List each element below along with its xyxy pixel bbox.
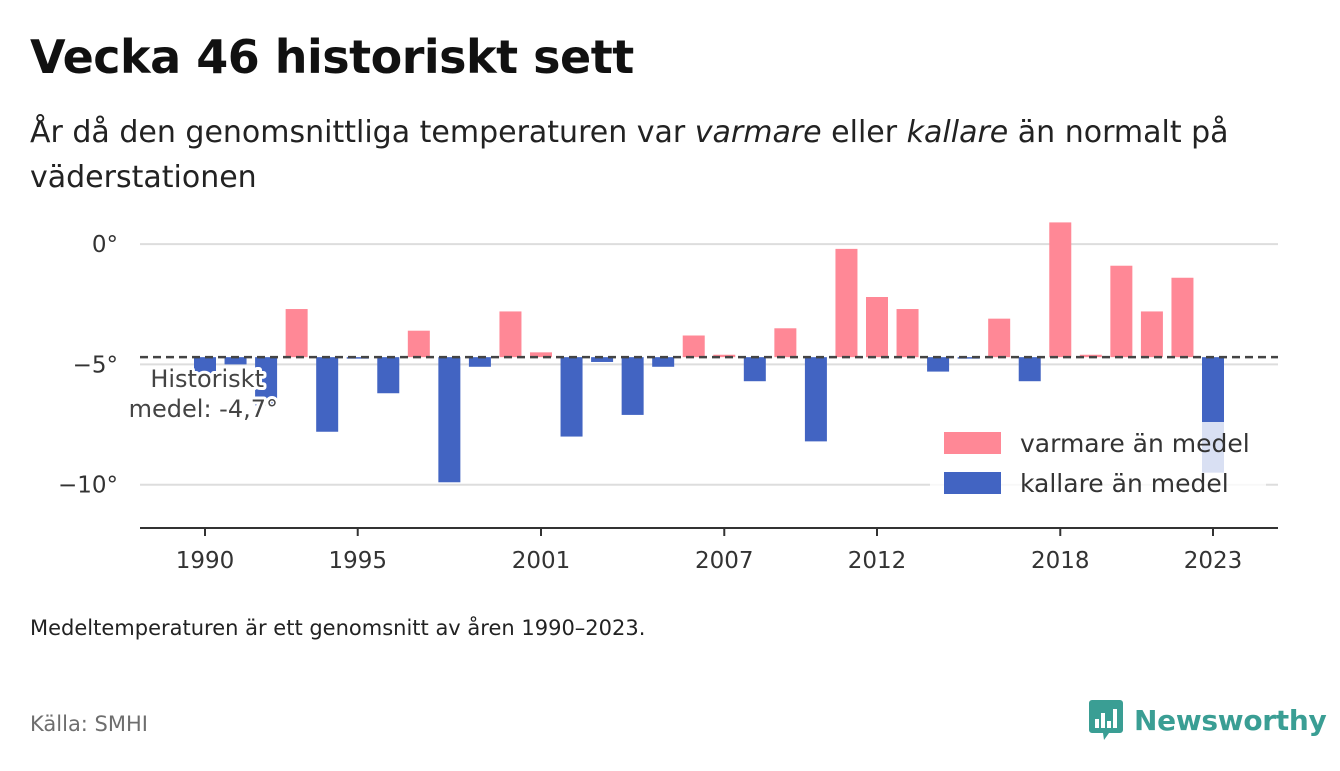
legend-label-warm: varmare än medel (1020, 429, 1250, 458)
bar-2008 (743, 357, 766, 382)
bar-2020 (1110, 265, 1133, 358)
bar-2018 (1049, 222, 1072, 358)
bar-2015 (957, 357, 980, 359)
bar-2004 (621, 357, 644, 415)
subtitle-part1: År då den genomsnittliga temperaturen va… (30, 115, 695, 150)
x-tick-label: 2007 (695, 548, 754, 574)
bar-1997 (407, 330, 430, 358)
bar-2022 (1171, 277, 1194, 358)
bar-2001 (530, 352, 552, 358)
y-tick-label: −10° (58, 473, 118, 499)
bar-2010 (804, 357, 827, 442)
bar-2003 (591, 357, 614, 362)
x-tick-label: 1990 (176, 548, 235, 574)
source-credit: Källa: SMHI (30, 712, 148, 736)
x-tick-label: 2023 (1184, 548, 1243, 574)
legend-swatch-warm (944, 432, 1001, 454)
bar-1994 (316, 357, 339, 432)
x-tick-label: 2018 (1031, 548, 1090, 574)
footnote: Medeltemperaturen är ett genomsnitt av å… (30, 616, 646, 640)
chart-subtitle: År då den genomsnittliga temperaturen va… (30, 110, 1270, 200)
mean-label-line2: medel: -4,7° (129, 395, 278, 423)
bar-2017 (1018, 357, 1041, 382)
bar-2012 (866, 297, 888, 358)
subtitle-warm-word: varmare (694, 115, 822, 150)
bars (194, 222, 1224, 483)
legend-label-cold: kallare än medel (1020, 469, 1229, 498)
x-tick-label: 2001 (512, 548, 571, 574)
bar-2006 (682, 335, 705, 358)
bar-2005 (652, 357, 675, 367)
bar-2002 (560, 357, 583, 437)
bar-2014 (927, 357, 950, 372)
brand-name: Newsworthy (1134, 703, 1327, 737)
bar-2011 (835, 248, 858, 358)
newsworthy-chart-bubble-icon (1089, 700, 1123, 740)
x-tick-label: 2012 (848, 548, 907, 574)
bar-1998 (438, 357, 461, 483)
bar-2009 (774, 328, 797, 358)
bar-1990 (194, 357, 216, 374)
bar-2016 (988, 318, 1011, 358)
y-axis-labels: 0° −5° −10° (58, 232, 118, 499)
subtitle-part3: än normalt på väderstationen (30, 115, 1229, 195)
bar-chart: 0° −5° −10° Historiskt medel: -4,7° varmar… (58, 222, 1278, 574)
bar-1996 (377, 357, 400, 394)
bar-1993 (285, 309, 308, 358)
brand-logo: Newsworthy (1088, 698, 1327, 742)
mean-label: Historiskt medel: -4,7° (126, 362, 281, 426)
bar-1999 (468, 357, 491, 367)
mean-label-line1: Historiskt (150, 365, 264, 393)
x-axis-ticks: 1990 1995 2001 2007 2012 2018 2023 (176, 528, 1243, 574)
subtitle-part2: eller (821, 115, 907, 150)
bar-1992 (255, 357, 278, 406)
chart-title: Vecka 46 historiskt sett (30, 30, 634, 84)
legend: varmare än medel kallare än medel (944, 429, 1250, 498)
y-tick-label: 0° (92, 232, 118, 258)
x-tick-label: 1995 (328, 548, 387, 574)
bar-1991 (224, 357, 247, 365)
legend-swatch-cold (944, 472, 1001, 494)
bar-2000 (499, 311, 522, 358)
bar-2013 (896, 309, 919, 358)
bar-2007 (713, 354, 736, 358)
y-tick-label: −5° (73, 352, 118, 378)
subtitle-cold-word: kallare (906, 115, 1009, 150)
bar-1995 (346, 357, 369, 359)
bar-2021 (1140, 311, 1163, 358)
